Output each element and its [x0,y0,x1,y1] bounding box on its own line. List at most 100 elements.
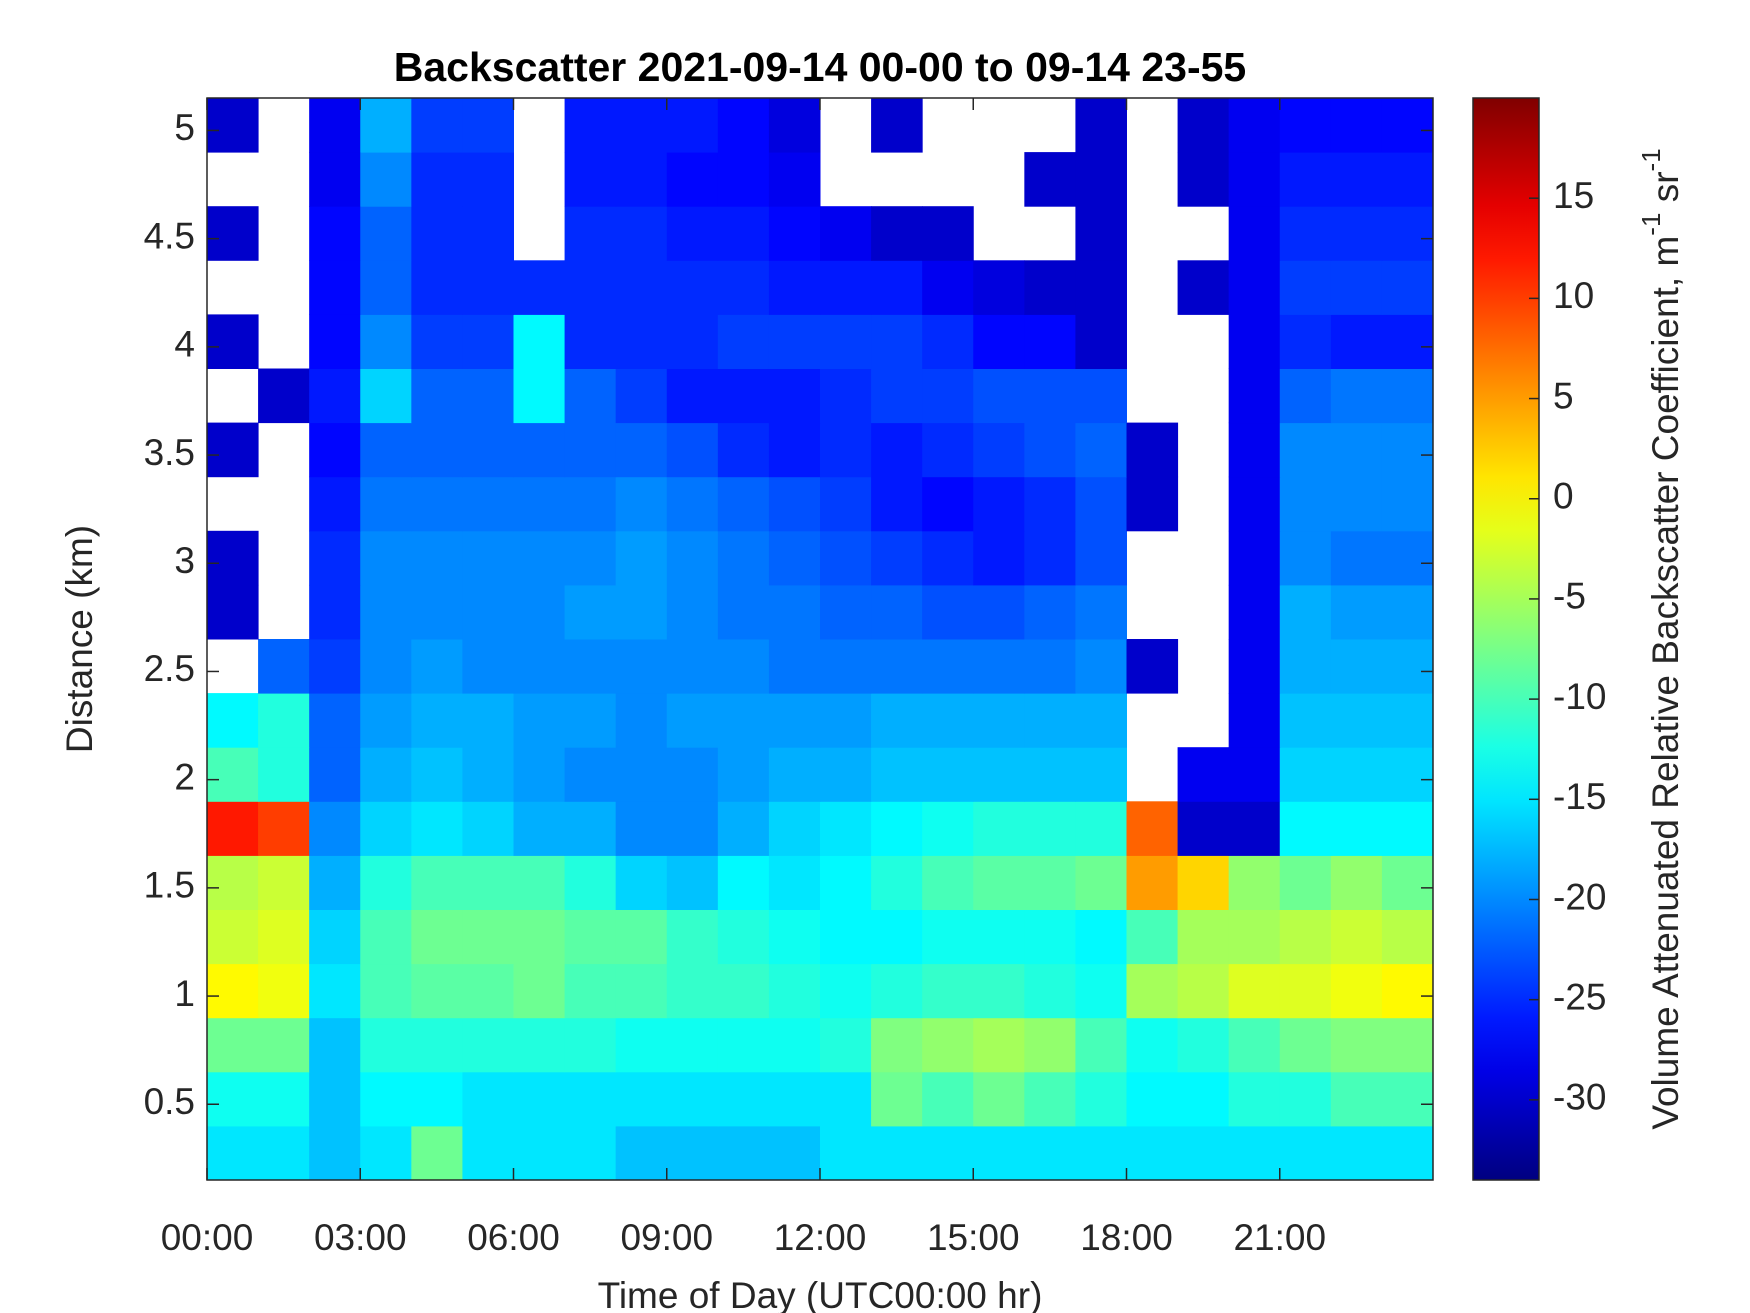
cell [871,1071,923,1127]
cell [871,476,923,532]
cell [564,206,617,261]
cell [207,1017,259,1073]
cell [820,368,872,424]
cell [1279,963,1332,1019]
cell [666,260,719,315]
cell [411,747,463,802]
cell [717,909,770,965]
cell [1228,206,1281,261]
cell [922,1071,974,1127]
cell [462,206,514,261]
cell [207,422,259,478]
cell [768,1125,821,1181]
cell [1279,422,1332,478]
cell [411,422,463,478]
cell [922,747,974,802]
cell [1228,422,1281,478]
cell [1381,747,1434,802]
cell [1330,801,1383,856]
cell [768,476,821,532]
cell [1126,1017,1179,1073]
colorbar-label-part: -1 [1636,148,1666,171]
cell [207,747,259,802]
cell [513,855,566,910]
y-tick-label: 1 [174,973,195,1014]
cell [1330,747,1383,802]
cell [666,693,719,748]
cell [1228,98,1281,153]
cell [1279,368,1332,424]
colorbar-tick-label: -10 [1553,676,1606,717]
cell [564,422,617,478]
cell [615,260,668,315]
cell [513,530,566,586]
cell [1381,368,1434,424]
cell [717,855,770,910]
cell [1228,909,1281,965]
cell [717,152,770,207]
cell [871,206,923,261]
cell [1075,260,1127,315]
cell [615,639,668,694]
cell [360,747,412,802]
cell [666,1125,719,1181]
cell [820,314,872,369]
cell [207,584,259,640]
cell [768,693,821,748]
cell [615,1017,668,1073]
cell [1075,530,1127,586]
cell [871,584,923,640]
cell [1228,314,1281,369]
cell [309,368,361,424]
cell [462,1017,514,1073]
cell [615,422,668,478]
cell [411,1071,463,1127]
cell [820,909,872,965]
cell [1228,530,1281,586]
colorbar-tick-label: -20 [1553,876,1606,917]
cell [922,260,974,315]
cell [564,476,617,532]
cell [513,1071,566,1127]
cell [1381,476,1434,532]
cell [1330,314,1383,369]
colorbar-label-part: Volume Attenuated Relative Backscatter C… [1645,236,1686,1130]
cell [973,1017,1025,1073]
cell [615,98,668,153]
y-tick-label: 2.5 [144,648,195,689]
cell [1330,963,1383,1019]
cell [768,1017,821,1073]
cell [564,1071,617,1127]
cell [1126,909,1179,965]
colorbar-tick-label: 0 [1553,476,1574,517]
cell [207,1071,259,1127]
cell [513,314,566,369]
cell [871,963,923,1019]
colorbar-tick-label: -15 [1553,776,1606,817]
cell [973,530,1025,586]
cell [1381,909,1434,965]
cell [1381,152,1434,207]
cell [1075,152,1127,207]
cell [564,584,617,640]
cell [871,747,923,802]
cell [309,476,361,532]
cell [1024,855,1076,910]
cell [768,422,821,478]
cell [564,260,617,315]
cell [1024,747,1076,802]
cell [1075,909,1127,965]
cell [1075,747,1127,802]
cell [615,963,668,1019]
cell [973,1125,1025,1181]
cell [1075,639,1127,694]
cell [1024,314,1076,369]
cell [1279,1071,1332,1127]
colorbar-tick-label: 15 [1553,175,1594,216]
cell [1279,530,1332,586]
x-axis-label: Time of Day (UTC00:00 hr) [598,1275,1043,1313]
cell [615,314,668,369]
y-axis-label: Distance (km) [59,525,100,753]
cell [411,314,463,369]
